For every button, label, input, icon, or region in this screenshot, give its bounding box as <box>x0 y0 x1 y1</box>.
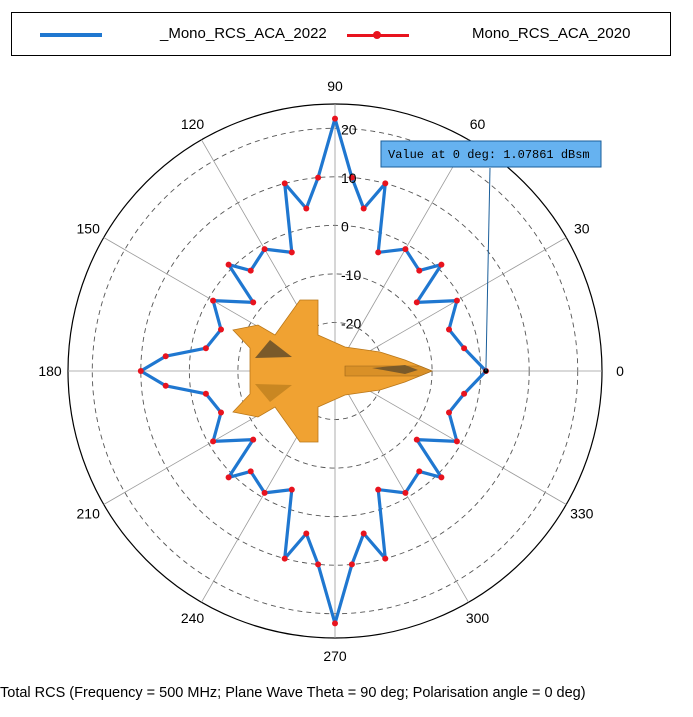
series-2-point <box>315 561 322 568</box>
aircraft-body <box>232 299 434 443</box>
spoke-gridline <box>334 370 469 603</box>
annotation-layer: Value at 0 deg: 1.07861 dBsm <box>380 140 602 374</box>
aircraft-tail <box>255 340 292 358</box>
series-2-point <box>413 436 420 443</box>
series-2-point <box>210 297 217 304</box>
series-2-point <box>137 368 144 374</box>
series-2-point <box>281 555 288 562</box>
series-2-point <box>315 174 322 181</box>
series-2-point <box>360 530 367 537</box>
series-2-point <box>402 489 409 496</box>
series-2-point <box>250 299 257 306</box>
legend-label-series-2: Mono_RCS_ACA_2020 <box>472 25 631 42</box>
series-2-point <box>382 555 389 562</box>
series-2-point <box>288 249 295 256</box>
angle-tick-label: 180 <box>38 363 62 379</box>
series-2-point <box>261 489 268 496</box>
spoke-gridline <box>334 370 567 505</box>
angle-tick-label: 270 <box>323 648 347 664</box>
aircraft-tail-lower <box>255 384 292 402</box>
angle-tick-label: 330 <box>570 506 594 522</box>
series-2-point <box>202 345 209 352</box>
angle-tick-label: 60 <box>470 116 486 132</box>
legend-swatch-series-1 <box>40 33 102 37</box>
annotation-leader-line <box>485 167 491 372</box>
legend-item-series-1: _Mono_RCS_ACA_2022 <box>40 13 340 55</box>
series-layer <box>137 115 489 627</box>
series-2-point <box>332 620 338 627</box>
series-2-point <box>303 205 310 212</box>
series-2-point <box>348 174 355 181</box>
series-2-point <box>303 530 310 537</box>
radial-tick-label: 0 <box>341 218 349 234</box>
aircraft-model <box>232 299 434 443</box>
chart-legend: _Mono_RCS_ACA_2022 Mono_RCS_ACA_2020 <box>11 12 671 56</box>
series-2-point <box>210 438 217 445</box>
annotation-text: Value at 0 deg: 1.07861 dBsm <box>388 148 590 162</box>
angle-tick-label: 30 <box>574 221 590 237</box>
spoke-gridline <box>334 139 469 372</box>
series-2-point <box>162 382 169 389</box>
series-2-point <box>446 326 452 333</box>
angle-tick-label: 300 <box>466 610 490 626</box>
radial-tick-label: -20 <box>341 316 361 332</box>
series-2-point <box>375 249 382 256</box>
legend-label-series-1: _Mono_RCS_ACA_2022 <box>160 25 327 42</box>
series-2-point <box>438 261 445 268</box>
legend-marker-series-2 <box>373 31 381 39</box>
series-2-point <box>250 436 257 443</box>
series-2-point <box>402 246 409 253</box>
series-2-point <box>360 205 367 212</box>
series-2-point <box>461 390 468 397</box>
radial-tick-label: 20 <box>341 121 357 137</box>
series-2-point <box>461 345 468 352</box>
spoke-gridline <box>334 237 567 372</box>
angle-tick-label: 120 <box>181 116 205 132</box>
radial-tick-label: 10 <box>341 170 357 186</box>
angle-tick-label: 0 <box>616 363 624 379</box>
series-2-point <box>446 409 452 416</box>
legend-item-series-2: Mono_RCS_ACA_2020 <box>347 13 667 55</box>
series-2-point <box>288 486 295 493</box>
radial-tick-label: -10 <box>341 267 361 283</box>
series-2-point <box>453 297 460 304</box>
series-2-point <box>382 180 389 187</box>
chart-title: Total RCS (Frequency = 500 MHz; Plane Wa… <box>0 685 586 701</box>
series-2-point <box>413 299 420 306</box>
series-2-point <box>225 474 232 481</box>
annotation-box <box>380 140 602 168</box>
series-2-point <box>225 261 232 268</box>
label-layer: 0 30 60 90 120 150 180 210 240 270 300 330 20 10 0 -10 -… <box>38 78 624 664</box>
angle-tick-label: 240 <box>181 610 205 626</box>
series-2-point <box>247 468 254 475</box>
aircraft-canopy <box>372 365 418 374</box>
series-2-point <box>416 468 423 475</box>
series-2-point <box>332 115 338 122</box>
series-2-point <box>218 409 224 416</box>
series-2-point <box>375 486 382 493</box>
angle-tick-label: 150 <box>77 221 101 237</box>
series-2-point <box>281 180 288 187</box>
angle-tick-label: 210 <box>77 506 101 522</box>
series-2-point <box>218 326 224 333</box>
series-2-point <box>438 474 445 481</box>
series-2-point <box>453 438 460 445</box>
series-2-point <box>416 267 423 274</box>
series-2-point <box>247 267 254 274</box>
series-2-point <box>261 246 268 253</box>
series-2-point <box>162 353 169 360</box>
series-2-point <box>202 390 209 397</box>
series-2-point <box>348 561 355 568</box>
polar-plot: 0 30 60 90 120 150 180 210 240 270 300 330 20 10 0 -10 -… <box>38 78 624 664</box>
angle-tick-label: 90 <box>327 78 343 94</box>
